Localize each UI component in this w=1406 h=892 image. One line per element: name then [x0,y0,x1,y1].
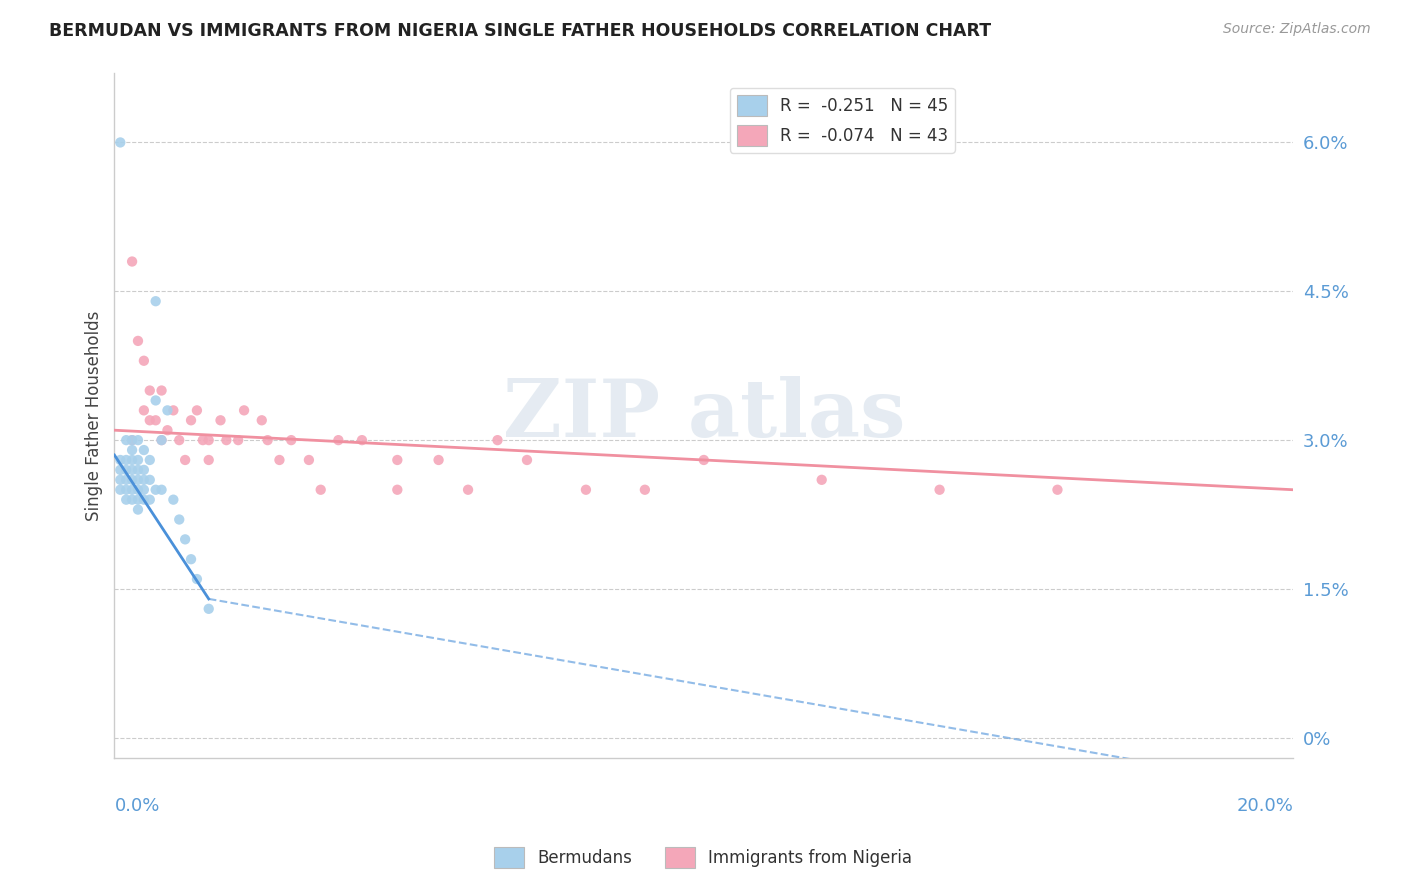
Point [162,492,184,507]
Point [233,403,256,417]
Point [191,433,214,447]
Point [115,483,138,497]
Point [150,433,173,447]
Point [110,463,132,477]
Point [127,334,149,348]
Point [387,453,409,467]
Point [197,453,219,467]
Point [928,483,950,497]
Point [186,403,208,417]
Legend: Bermudans, Immigrants from Nigeria: Bermudans, Immigrants from Nigeria [486,840,920,875]
Point [186,572,208,586]
Legend: R =  -0.251   N = 45, R =  -0.074   N = 43: R = -0.251 N = 45, R = -0.074 N = 43 [730,88,955,153]
Point [132,463,155,477]
Point [427,453,450,467]
Point [328,433,350,447]
Point [387,483,409,497]
Point [121,463,143,477]
Point [457,483,479,497]
Point [121,453,143,467]
Point [121,483,143,497]
Point [162,403,184,417]
Point [693,453,716,467]
Point [256,433,278,447]
Point [121,254,143,268]
Point [127,502,149,516]
Point [197,433,219,447]
Point [121,473,143,487]
Point [127,453,149,467]
Point [174,453,197,467]
Text: BERMUDAN VS IMMIGRANTS FROM NIGERIA SINGLE FATHER HOUSEHOLDS CORRELATION CHART: BERMUDAN VS IMMIGRANTS FROM NIGERIA SING… [49,22,991,40]
Point [139,492,162,507]
Point [132,353,155,368]
Point [115,433,138,447]
Point [634,483,657,497]
Point [121,433,143,447]
Point [127,473,149,487]
Point [121,443,143,458]
Point [226,433,249,447]
Point [145,483,167,497]
Point [132,492,155,507]
Point [516,453,538,467]
Point [145,413,167,427]
Point [139,413,162,427]
Point [215,433,238,447]
Point [150,384,173,398]
Point [127,483,149,497]
Point [132,403,155,417]
Point [110,483,132,497]
Point [298,453,321,467]
Point [197,602,219,616]
Point [156,403,179,417]
Point [1046,483,1069,497]
Point [121,433,143,447]
Y-axis label: Single Father Households: Single Father Households [86,310,103,521]
Text: 0.0%: 0.0% [114,797,160,814]
Point [180,413,202,427]
Text: Source: ZipAtlas.com: Source: ZipAtlas.com [1223,22,1371,37]
Point [115,473,138,487]
Text: 20.0%: 20.0% [1236,797,1294,814]
Point [110,453,132,467]
Point [150,433,173,447]
Point [145,393,167,408]
Point [280,433,302,447]
Point [174,533,197,547]
Point [139,473,162,487]
Point [121,492,143,507]
Point [139,453,162,467]
Text: ZIP atlas: ZIP atlas [502,376,905,454]
Point [150,483,173,497]
Point [309,483,332,497]
Point [132,483,155,497]
Point [127,492,149,507]
Point [145,294,167,309]
Point [127,433,149,447]
Point [132,473,155,487]
Point [810,473,832,487]
Point [250,413,273,427]
Point [110,473,132,487]
Point [209,413,232,427]
Point [115,463,138,477]
Point [180,552,202,566]
Point [110,136,132,150]
Point [115,492,138,507]
Point [139,384,162,398]
Point [350,433,373,447]
Point [269,453,291,467]
Point [127,463,149,477]
Point [167,433,190,447]
Point [115,453,138,467]
Point [132,443,155,458]
Point [486,433,509,447]
Point [167,512,190,526]
Point [575,483,598,497]
Point [156,423,179,437]
